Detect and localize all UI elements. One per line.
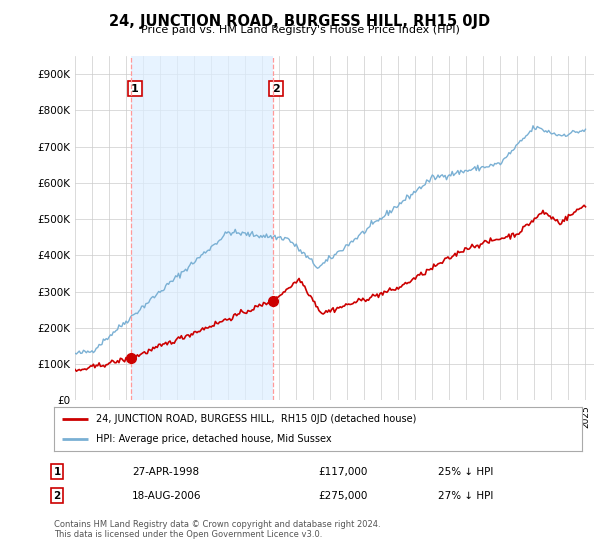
Text: 24, JUNCTION ROAD, BURGESS HILL, RH15 0JD: 24, JUNCTION ROAD, BURGESS HILL, RH15 0J…	[109, 14, 491, 29]
Text: £275,000: £275,000	[318, 491, 367, 501]
Text: Price paid vs. HM Land Registry's House Price Index (HPI): Price paid vs. HM Land Registry's House …	[140, 25, 460, 35]
Text: 2: 2	[272, 83, 280, 94]
Bar	[131, 56, 273, 400]
Text: 2: 2	[53, 491, 61, 501]
Text: 24, JUNCTION ROAD, BURGESS HILL,  RH15 0JD (detached house): 24, JUNCTION ROAD, BURGESS HILL, RH15 0J…	[96, 414, 416, 424]
Text: 18-AUG-2006: 18-AUG-2006	[132, 491, 202, 501]
Text: 1: 1	[131, 83, 139, 94]
Text: 27% ↓ HPI: 27% ↓ HPI	[438, 491, 493, 501]
Text: £117,000: £117,000	[318, 466, 367, 477]
Text: 25% ↓ HPI: 25% ↓ HPI	[438, 466, 493, 477]
Text: HPI: Average price, detached house, Mid Sussex: HPI: Average price, detached house, Mid …	[96, 434, 332, 444]
Text: 27-APR-1998: 27-APR-1998	[132, 466, 199, 477]
Text: 1: 1	[53, 466, 61, 477]
Text: Contains HM Land Registry data © Crown copyright and database right 2024.
This d: Contains HM Land Registry data © Crown c…	[54, 520, 380, 539]
